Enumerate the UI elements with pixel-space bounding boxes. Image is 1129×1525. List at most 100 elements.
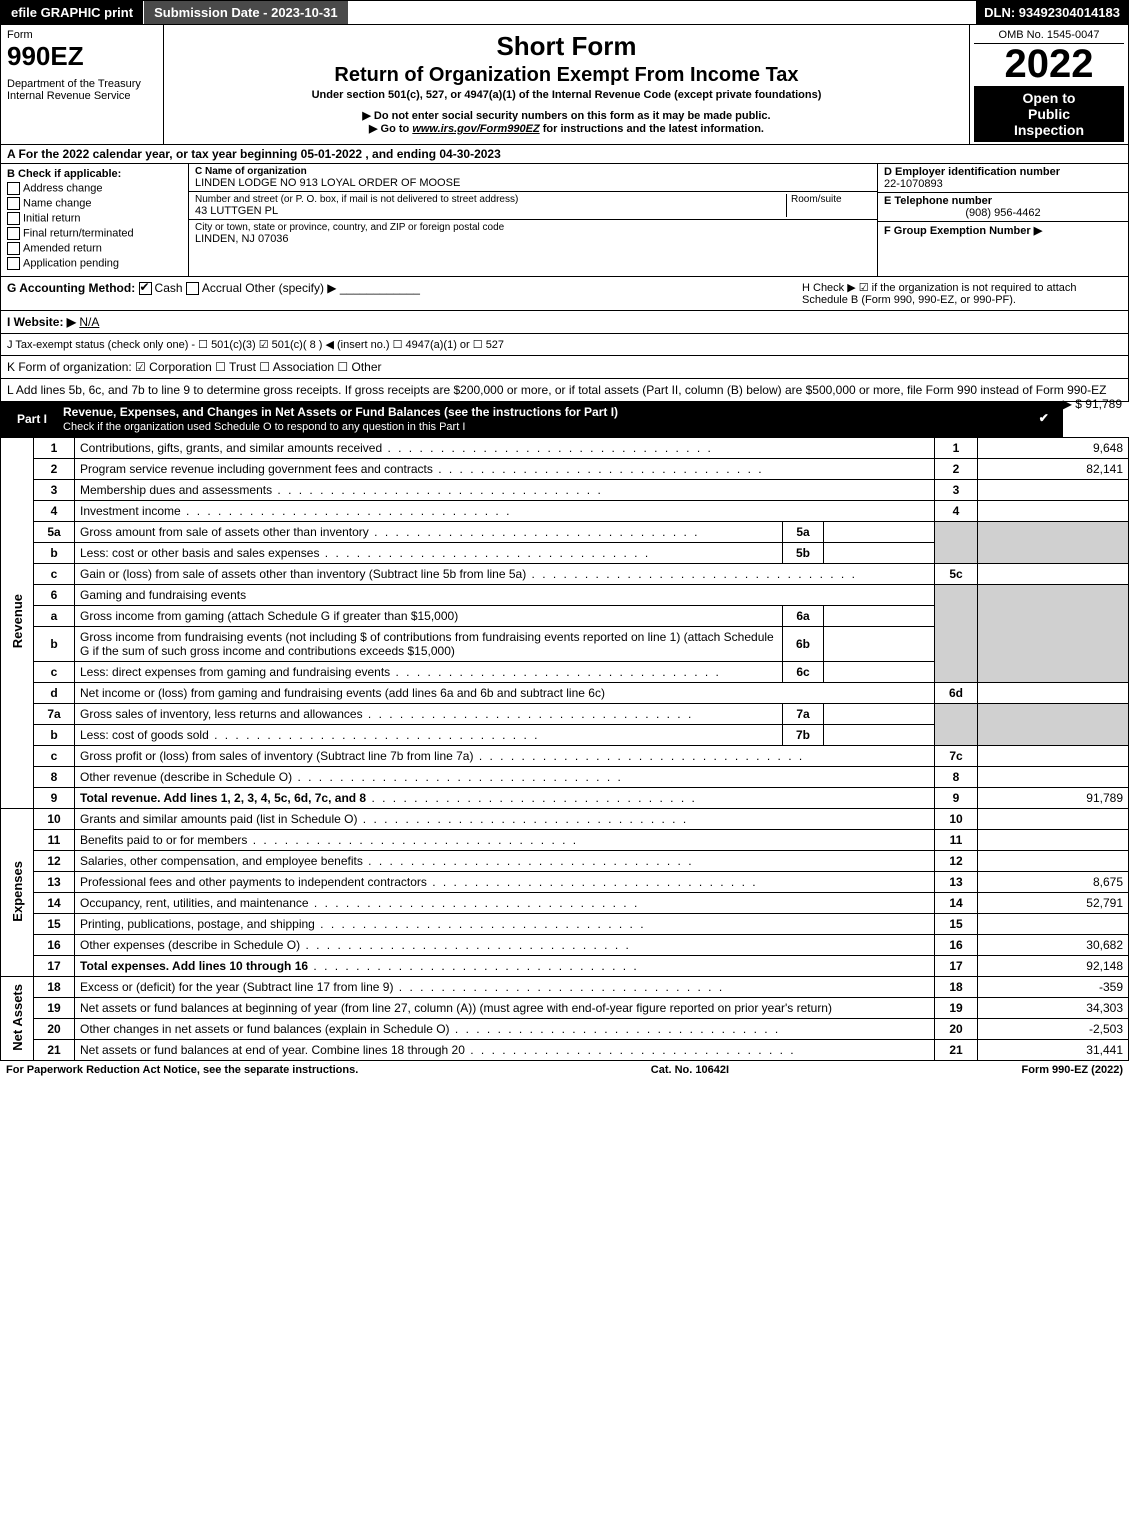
line-4: 4Investment income4 <box>1 501 1129 522</box>
phone-value: (908) 956-4462 <box>884 207 1122 219</box>
section-b: B Check if applicable: Address change Na… <box>1 164 189 276</box>
side-revenue: Revenue <box>1 438 34 809</box>
section-c: C Name of organization LINDEN LODGE NO 9… <box>189 164 878 276</box>
line-6: 6Gaming and fundraising events <box>1 585 1129 606</box>
l5b-inval <box>824 543 935 564</box>
form-number: 990EZ <box>7 41 157 72</box>
page-footer: For Paperwork Reduction Act Notice, see … <box>0 1061 1129 1079</box>
l5a-desc: Gross amount from sale of assets other t… <box>80 525 369 539</box>
group-exemption-row: F Group Exemption Number ▶ <box>878 222 1128 239</box>
l5a-inval <box>824 522 935 543</box>
l-text: L Add lines 5b, 6c, and 7b to line 9 to … <box>7 383 1106 397</box>
e-label: E Telephone number <box>884 195 1122 207</box>
inspect-l3: Inspection <box>976 122 1122 138</box>
line-8: 8Other revenue (describe in Schedule O)8 <box>1 767 1129 788</box>
l17-desc: Total expenses. Add lines 10 through 16 <box>80 959 308 973</box>
check-final-return[interactable]: Final return/terminated <box>7 227 182 240</box>
l18-val: -359 <box>978 977 1129 998</box>
accrual-label: Accrual <box>202 281 242 295</box>
l5b-desc: Less: cost or other basis and sales expe… <box>80 546 319 560</box>
l3-val <box>978 480 1129 501</box>
l12-desc: Salaries, other compensation, and employ… <box>80 854 363 868</box>
line-13: 13Professional fees and other payments t… <box>1 872 1129 893</box>
title-short-form: Short Form <box>170 31 963 62</box>
d-label: D Employer identification number <box>884 166 1122 178</box>
l20-desc: Other changes in net assets or fund bala… <box>80 1022 450 1036</box>
l12-val <box>978 851 1129 872</box>
line-9: 9Total revenue. Add lines 1, 2, 3, 4, 5c… <box>1 788 1129 809</box>
section-a: A For the 2022 calendar year, or tax yea… <box>0 145 1129 164</box>
dln-label: DLN: 93492304014183 <box>976 1 1128 24</box>
side-expenses: Expenses <box>1 809 34 977</box>
line-16: 16Other expenses (describe in Schedule O… <box>1 935 1129 956</box>
block-bcdef: B Check if applicable: Address change Na… <box>0 164 1129 277</box>
check-address-change[interactable]: Address change <box>7 182 182 195</box>
street-row: Number and street (or P. O. box, if mail… <box>189 192 877 220</box>
line-1: Revenue 1 Contributions, gifts, grants, … <box>1 438 1129 459</box>
room-suite: Room/suite <box>786 194 871 217</box>
irs-link[interactable]: www.irs.gov/Form990EZ <box>412 123 539 135</box>
line-12: 12Salaries, other compensation, and empl… <box>1 851 1129 872</box>
check-amended[interactable]: Amended return <box>7 242 182 255</box>
h-schedule-b: H Check ▶ ☑ if the organization is not r… <box>802 281 1122 306</box>
irs-label: Internal Revenue Service <box>7 90 157 102</box>
l3-desc: Membership dues and assessments <box>80 483 272 497</box>
l7a-desc: Gross sales of inventory, less returns a… <box>80 707 363 721</box>
org-name-row: C Name of organization LINDEN LODGE NO 9… <box>189 164 877 192</box>
check-name-change[interactable]: Name change <box>7 197 182 210</box>
part1-check-o[interactable] <box>1038 412 1054 426</box>
efile-print-button[interactable]: efile GRAPHIC print <box>1 1 144 24</box>
g-accounting: G Accounting Method: Cash Accrual Other … <box>7 281 420 306</box>
line-5a: 5aGross amount from sale of assets other… <box>1 522 1129 543</box>
g-label: G Accounting Method: <box>7 281 135 295</box>
note-link: ▶ Go to www.irs.gov/Form990EZ for instru… <box>170 122 963 135</box>
section-def: D Employer identification number 22-1070… <box>878 164 1128 276</box>
open-to-public: Open to Public Inspection <box>974 86 1124 142</box>
part1-header: Part I Revenue, Expenses, and Changes in… <box>0 402 1063 437</box>
website-value: N/A <box>79 315 99 329</box>
top-bar: efile GRAPHIC print Submission Date - 20… <box>0 0 1129 25</box>
l5c-val <box>978 564 1129 585</box>
l6b-inval <box>824 627 935 662</box>
l2-desc: Program service revenue including govern… <box>80 462 433 476</box>
l19-val: 34,303 <box>978 998 1129 1019</box>
footer-right: Form 990-EZ (2022) <box>1022 1064 1123 1076</box>
f-label: F Group Exemption Number ▶ <box>884 224 1122 237</box>
l8-val <box>978 767 1129 788</box>
city-label: City or town, state or province, country… <box>195 222 871 233</box>
form-header: Form 990EZ Department of the Treasury In… <box>0 25 1129 145</box>
lines-table: Revenue 1 Contributions, gifts, grants, … <box>0 437 1129 1061</box>
row-gh: G Accounting Method: Cash Accrual Other … <box>0 277 1129 311</box>
ein-row: D Employer identification number 22-1070… <box>878 164 1128 193</box>
l14-desc: Occupancy, rent, utilities, and maintena… <box>80 896 309 910</box>
l8-desc: Other revenue (describe in Schedule O) <box>80 770 292 784</box>
line-20: 20Other changes in net assets or fund ba… <box>1 1019 1129 1040</box>
l13-val: 8,675 <box>978 872 1129 893</box>
line-6d: dNet income or (loss) from gaming and fu… <box>1 683 1129 704</box>
check-initial-return[interactable]: Initial return <box>7 212 182 225</box>
row-i-website: I Website: ▶ N/A <box>0 311 1129 334</box>
l7b-desc: Less: cost of goods sold <box>80 728 209 742</box>
street-value: 43 LUTTGEN PL <box>195 205 786 217</box>
phone-row: E Telephone number (908) 956-4462 <box>878 193 1128 222</box>
line-11: 11Benefits paid to or for members11 <box>1 830 1129 851</box>
l2-val: 82,141 <box>978 459 1129 480</box>
line-19: 19Net assets or fund balances at beginni… <box>1 998 1129 1019</box>
l9-val: 91,789 <box>978 788 1129 809</box>
footer-center: Cat. No. 10642I <box>651 1064 729 1076</box>
l6b-desc: Gross income from fundraising events (no… <box>75 627 783 662</box>
part1-label: Part I <box>9 410 55 428</box>
line-10: Expenses 10Grants and similar amounts pa… <box>1 809 1129 830</box>
header-left: Form 990EZ Department of the Treasury In… <box>1 25 164 144</box>
line-17: 17Total expenses. Add lines 10 through 1… <box>1 956 1129 977</box>
check-cash[interactable] <box>139 282 152 295</box>
i-label: I Website: ▶ <box>7 315 76 329</box>
ein-value: 22-1070893 <box>884 178 1122 190</box>
l6c-desc: Less: direct expenses from gaming and fu… <box>80 665 390 679</box>
check-application-pending[interactable]: Application pending <box>7 257 182 270</box>
l6d-val <box>978 683 1129 704</box>
line-7c: cGross profit or (loss) from sales of in… <box>1 746 1129 767</box>
cash-label: Cash <box>155 281 183 295</box>
org-name: LINDEN LODGE NO 913 LOYAL ORDER OF MOOSE <box>195 177 871 189</box>
check-accrual[interactable] <box>186 282 199 295</box>
